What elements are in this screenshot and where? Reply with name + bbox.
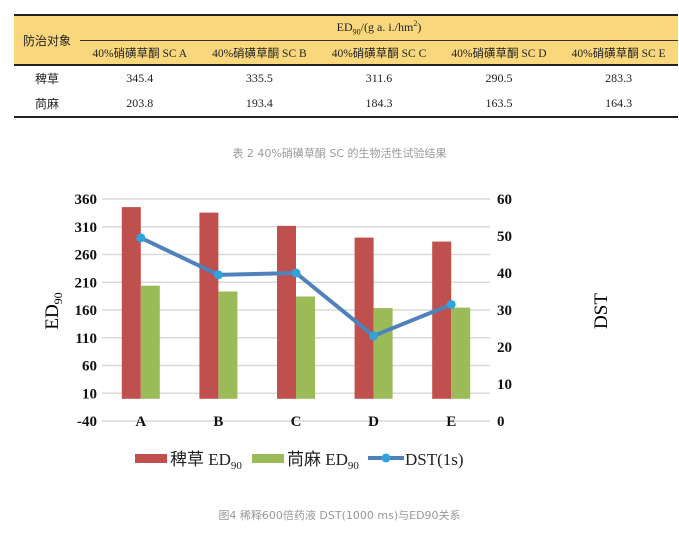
table-cell: 164.3 [605, 96, 633, 110]
table-row: 稗草 345.4 335.5 311.6 290.5 283.3 [14, 65, 678, 91]
y2-tick-label: 40 [497, 266, 512, 282]
x-tick-label: E [446, 414, 456, 430]
dst-marker [369, 331, 379, 341]
table-cell: 345.4 [126, 71, 154, 85]
column-header: 40%硝磺草酮 SC B [199, 40, 320, 66]
y-tick-label: 10 [82, 386, 97, 402]
y-tick-label: 60 [82, 359, 97, 375]
dst-marker [291, 268, 301, 278]
column-header: 40%硝磺草酮 SC A [80, 40, 200, 66]
table-cell: 163.5 [485, 96, 513, 110]
bar-velvetleaf [296, 296, 315, 399]
bar-velvetleaf [451, 307, 471, 399]
bar-barnyardgrass [199, 212, 219, 399]
y2-tick-label: 60 [497, 192, 512, 208]
column-header: 40%硝磺草酮 SC C [319, 40, 439, 66]
row-name: 稗草 [34, 72, 59, 86]
legend-label: 稗草 ED90 [170, 450, 242, 472]
dst-marker [213, 270, 223, 280]
y-tick-label: 310 [75, 220, 98, 236]
y2-tick-label: 10 [497, 377, 512, 393]
bar-velvetleaf [218, 291, 238, 399]
table-cell: 193.4 [245, 96, 273, 110]
bar-barnyardgrass [121, 207, 141, 399]
y-tick-label: 160 [75, 303, 98, 319]
group-header: ED90/(g a. i./hm2) [80, 15, 678, 41]
column-header: 40%硝磺草酮 SC E [559, 40, 678, 66]
y-tick-label: 260 [75, 248, 98, 264]
table-cell: 283.3 [605, 71, 633, 85]
table-row: 苘麻 203.8 193.4 184.3 163.5 164.3 [14, 91, 678, 117]
legend-marker [381, 453, 391, 463]
dst-marker [136, 233, 146, 243]
y2-tick-label: 20 [497, 340, 512, 356]
y2-tick-label: 0 [497, 414, 505, 430]
legend-label-sub: 90 [231, 460, 243, 472]
bar-barnyardgrass [354, 237, 374, 399]
legend-swatch [252, 454, 284, 463]
legend-label-main: DST(1s) [405, 450, 464, 469]
y-axis-title-sub: 90 [51, 292, 65, 304]
y2-tick-label: 50 [497, 229, 512, 245]
table-cell: 335.5 [245, 71, 273, 85]
legend-label-main: 苘麻 ED [287, 450, 348, 469]
legend-label-main: 稗草 ED [170, 450, 231, 469]
y-tick-label: 360 [75, 192, 98, 208]
column-header: 40%硝磺草酮 SC D [438, 40, 560, 66]
y-tick-label: 110 [75, 331, 97, 347]
x-tick-label: D [368, 414, 379, 430]
y-axis-title-main: ED [42, 304, 63, 329]
table-cell: 203.8 [126, 96, 154, 110]
legend-label: 苘麻 ED90 [287, 450, 359, 472]
bar-velvetleaf [140, 285, 160, 399]
y-tick-label: 210 [75, 275, 98, 291]
bar-barnyardgrass [277, 225, 296, 399]
row-name: 苘麻 [34, 97, 59, 111]
y2-tick-label: 30 [497, 303, 512, 319]
dst-marker [446, 299, 456, 309]
y-tick-label: -40 [77, 414, 97, 430]
x-tick-label: C [291, 414, 302, 430]
y2-axis-title: DST [591, 293, 612, 329]
table-cell: 311.6 [365, 71, 393, 85]
x-tick-label: B [213, 414, 223, 430]
row-header: 防治对象 [14, 15, 80, 66]
table-cell: 290.5 [485, 71, 513, 85]
legend-label-sub: 90 [348, 460, 360, 472]
x-tick-label: A [135, 414, 146, 430]
legend-label: DST(1s) [405, 450, 464, 469]
table-caption: 表 2 40%硝磺草酮 SC 的生物活性试验结果 [232, 147, 447, 160]
y-axis-title: ED90 [42, 292, 65, 329]
legend-swatch [135, 454, 167, 463]
figure-caption: 图4 稀释600倍药液 DST(1000 ms)与ED90关系 [218, 509, 461, 522]
bar-barnyardgrass [432, 241, 452, 399]
table-cell: 184.3 [365, 96, 393, 110]
bar-velvetleaf [373, 308, 393, 399]
bioactivity-table: 防治对象 ED90/(g a. i./hm2) 40%硝磺草酮 SC A 40%硝… [14, 14, 678, 118]
